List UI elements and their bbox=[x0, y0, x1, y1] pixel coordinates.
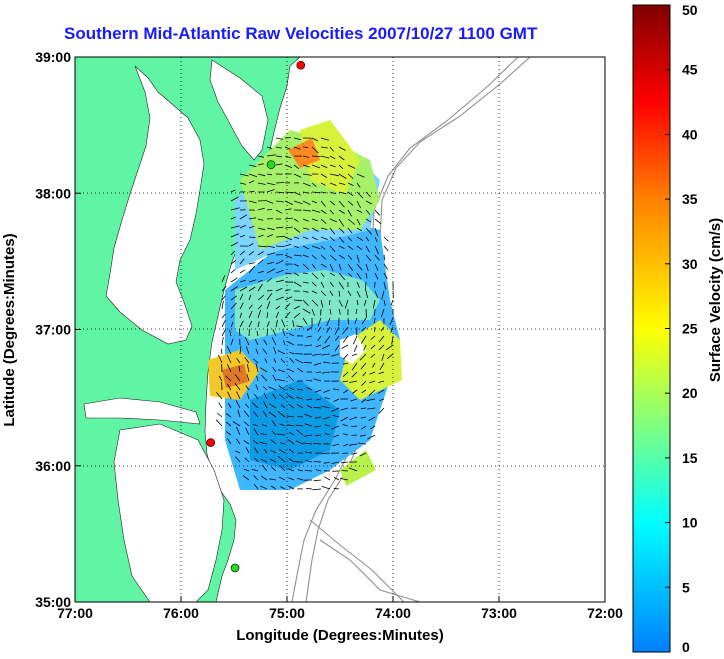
colorbar-label: Surface Velocity (cm/s) bbox=[707, 218, 724, 382]
colorbar-tick-label: 30 bbox=[682, 256, 698, 272]
delaware-bay bbox=[209, 59, 269, 161]
x-tick-label: 76:00 bbox=[163, 605, 199, 621]
chesapeake-bay bbox=[105, 65, 205, 345]
albemarle-sound bbox=[83, 397, 201, 425]
x-tick-label: 77:00 bbox=[57, 605, 93, 621]
velocity-vectors bbox=[215, 137, 394, 491]
y-tick-label: 36:00 bbox=[35, 458, 71, 474]
colorbar-tick-label: 10 bbox=[682, 515, 698, 531]
colorbar-tick-label: 35 bbox=[682, 191, 698, 207]
y-axis-label: Latitude (Degrees:Minutes) bbox=[1, 233, 18, 426]
station-markers bbox=[206, 60, 306, 573]
station-marker bbox=[206, 438, 215, 447]
colorbar-tick-label: 20 bbox=[682, 385, 698, 401]
x-axis-ticks: 77:00 76:00 75:00 74:00 73:00 72:00 bbox=[57, 596, 623, 621]
station-marker bbox=[266, 160, 276, 169]
y-tick-label: 38:00 bbox=[35, 185, 71, 201]
colorbar-tick-label: 0 bbox=[682, 639, 690, 655]
colorbar-tick-label: 5 bbox=[682, 579, 690, 595]
colorbar-tick-label: 40 bbox=[682, 126, 698, 142]
x-tick-label: 74:00 bbox=[375, 605, 411, 621]
colorbar-tick-label: 25 bbox=[682, 321, 698, 337]
colorbar-tick-label: 50 bbox=[682, 2, 698, 18]
colorbar-tick-label: 15 bbox=[682, 450, 698, 466]
colorbar-tick-label: 45 bbox=[682, 62, 698, 78]
grid bbox=[75, 57, 605, 602]
x-axis-label: Longitude (Degrees:Minutes) bbox=[236, 627, 444, 644]
chart-title: Southern Mid-Atlantic Raw Velocities 200… bbox=[64, 24, 538, 43]
y-tick-label: 35:00 bbox=[35, 594, 71, 610]
y-tick-label: 37:00 bbox=[35, 322, 71, 338]
pamlico-sound bbox=[113, 423, 225, 602]
station-marker bbox=[296, 60, 306, 70]
y-axis-ticks: 39:00 38:00 37:00 36:00 35:00 bbox=[35, 49, 81, 610]
station-marker bbox=[230, 563, 240, 573]
y-tick-label: 39:00 bbox=[35, 49, 71, 65]
x-tick-label: 72:00 bbox=[587, 605, 623, 621]
x-tick-label: 75:00 bbox=[269, 605, 305, 621]
colorbar bbox=[632, 4, 671, 653]
x-tick-label: 73:00 bbox=[481, 605, 517, 621]
